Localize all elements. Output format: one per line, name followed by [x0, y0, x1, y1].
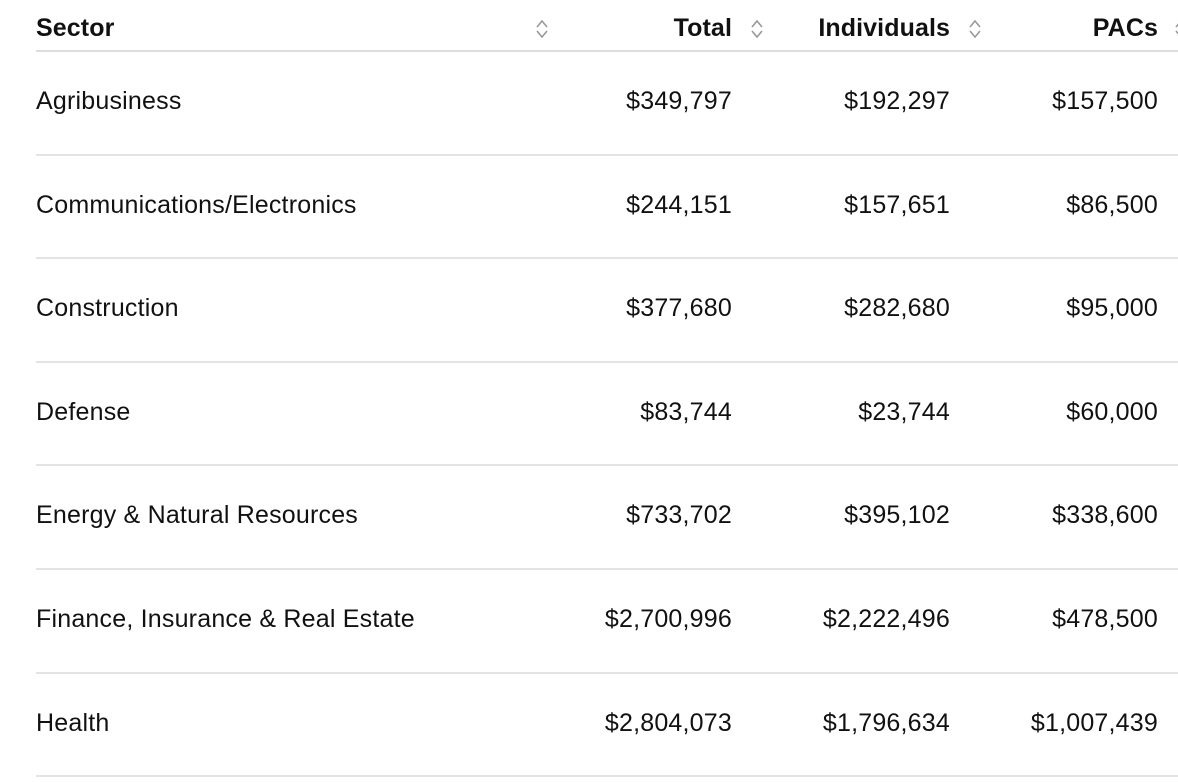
cell-total: $2,700,996 [604, 604, 732, 633]
cell-sector: Agribusiness [36, 87, 182, 115]
cell-pacs: $1,007,439 [1030, 708, 1158, 737]
cell-pacs: $95,000 [1066, 294, 1158, 323]
cell-pacs: $478,500 [1052, 604, 1158, 633]
sort-individuals-icon[interactable] [968, 17, 982, 41]
cell-pacs: $60,000 [1066, 397, 1158, 426]
cell-individuals: $282,680 [844, 294, 950, 323]
table-row: Finance, Insurance & Real Estate $2,700,… [36, 570, 1178, 674]
table-row: Energy & Natural Resources $733,702 $395… [36, 466, 1178, 570]
table-row: Communications/Electronics $244,151 $157… [36, 156, 1178, 260]
cell-individuals: $2,222,496 [822, 604, 950, 633]
table-row: Health $2,804,073 $1,796,634 $1,007,439 [36, 674, 1178, 778]
cell-sector: Energy & Natural Resources [36, 501, 359, 530]
cell-total: $733,702 [626, 501, 732, 530]
cell-individuals: $157,651 [844, 190, 950, 219]
column-header-individuals[interactable]: Individuals [818, 14, 950, 42]
cell-individuals: $395,102 [844, 501, 950, 530]
cell-total: $349,797 [626, 87, 732, 115]
sort-pacs-icon[interactable] [1174, 17, 1178, 41]
cell-total: $244,151 [626, 190, 732, 219]
cell-pacs: $338,600 [1052, 501, 1158, 530]
cell-total: $377,680 [626, 294, 732, 323]
cell-individuals: $1,796,634 [822, 708, 950, 737]
cell-pacs: $86,500 [1066, 190, 1158, 219]
table-row: Defense $83,744 $23,744 $60,000 [36, 363, 1178, 467]
sector-contributions-table: Sector Total Individuals PACs Agribusine… [36, 0, 1178, 778]
cell-sector: Construction [36, 294, 179, 323]
cell-total: $83,744 [640, 397, 732, 426]
column-header-pacs[interactable]: PACs [1092, 14, 1158, 42]
cell-sector: Defense [36, 397, 131, 426]
table-row: Agribusiness $349,797 $192,297 $157,500 [36, 52, 1178, 156]
cell-total: $2,804,073 [604, 708, 732, 737]
table-row: Construction $377,680 $282,680 $95,000 [36, 259, 1178, 363]
cell-individuals: $192,297 [844, 87, 950, 115]
cell-sector: Communications/Electronics [36, 190, 357, 219]
sort-total-icon[interactable] [750, 17, 764, 41]
sort-sector-icon[interactable] [535, 17, 549, 41]
cell-pacs: $157,500 [1052, 87, 1158, 115]
cell-sector: Health [36, 708, 110, 737]
cell-individuals: $23,744 [858, 397, 950, 426]
table-header-row: Sector Total Individuals PACs [36, 0, 1178, 52]
column-header-total[interactable]: Total [673, 14, 732, 42]
column-header-sector[interactable]: Sector [36, 14, 115, 42]
cell-sector: Finance, Insurance & Real Estate [36, 604, 415, 633]
